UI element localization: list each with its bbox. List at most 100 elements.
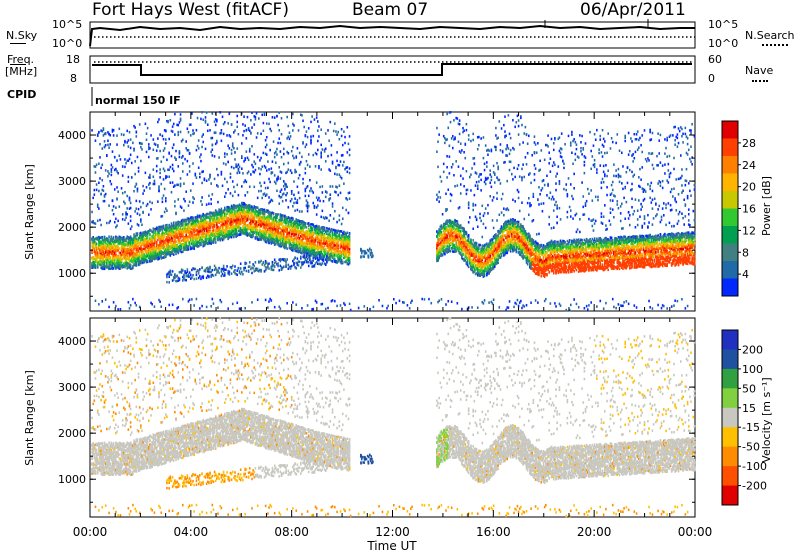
power-cell [176, 221, 178, 224]
power-cell [121, 241, 124, 244]
power-cell [118, 238, 121, 241]
power-cell-upper [199, 175, 201, 179]
power-cell-noise [129, 304, 132, 307]
power-cell-upper [174, 156, 176, 159]
power-cell [186, 235, 189, 239]
power-cell [220, 209, 223, 213]
power-cell-upper [285, 183, 287, 186]
power-cell [244, 230, 247, 234]
power-cell [236, 226, 239, 230]
power-cell [263, 221, 266, 224]
power-cell [196, 245, 199, 248]
power-cell [177, 229, 180, 232]
power-cell-lower [214, 266, 217, 270]
power-cell-noise [211, 297, 214, 301]
power-cell [255, 216, 258, 219]
power-cell [168, 245, 170, 248]
power-cell [143, 237, 146, 241]
power-cell-upper [140, 220, 142, 223]
power-cell [262, 211, 265, 215]
power-cell-upper [158, 189, 160, 193]
power-cell-upper [166, 158, 168, 162]
power-cell-lower [247, 265, 250, 269]
power-cell-upper [286, 170, 288, 174]
power-cell [258, 223, 260, 227]
power-cell [140, 241, 142, 245]
power-cell-upper [202, 118, 205, 122]
power-cell [117, 242, 119, 245]
nave-tick-hi: 60 [708, 53, 722, 66]
power-cell-upper [147, 143, 150, 146]
power-cell-upper [116, 186, 118, 189]
power-cell-upper [258, 117, 260, 120]
power-cell [150, 243, 152, 247]
power-cell [206, 212, 209, 216]
power-cell [136, 256, 139, 259]
power-cell [201, 214, 203, 218]
power-cell [233, 225, 235, 228]
power-cell [223, 232, 226, 235]
power-cell-upper [282, 184, 285, 188]
power-cell [221, 226, 224, 230]
power-cell-lower [289, 267, 292, 270]
power-cell-upper [208, 194, 210, 198]
power-cell [252, 219, 254, 223]
power-cell [196, 228, 199, 232]
power-cell-lower [282, 265, 285, 268]
power-cell [214, 220, 217, 223]
power-cell [157, 235, 159, 238]
power-cell-lower [187, 273, 190, 276]
power-cell-lower [226, 265, 228, 268]
power-cell [118, 251, 121, 254]
power-cell-upper [126, 159, 129, 162]
power-cell [228, 209, 231, 213]
power-cell [267, 228, 269, 231]
power-cell-upper [180, 140, 183, 143]
power-cell-lower [204, 270, 207, 273]
power-cell-lower [193, 267, 195, 271]
power-cell [184, 242, 186, 246]
power-cell [124, 263, 126, 266]
power-cell [269, 234, 271, 237]
power-cell [132, 259, 134, 263]
power-cell-upper [126, 129, 129, 133]
power-cell [137, 261, 140, 264]
power-cell [101, 247, 104, 251]
power-cell-upper [235, 165, 237, 169]
power-cell [168, 223, 170, 227]
power-cell [263, 212, 266, 215]
power-cell [117, 246, 119, 249]
power-cell [135, 237, 138, 241]
power-cell [246, 232, 249, 235]
power-cell [183, 243, 185, 247]
power-cell [137, 241, 140, 245]
power-cell [128, 257, 131, 260]
power-cell [143, 231, 146, 234]
power-cell-noise [104, 298, 107, 301]
power-cell-lower [218, 266, 220, 270]
power-cell-upper [216, 118, 218, 122]
power-cell [220, 233, 223, 237]
power-cell-lower [285, 260, 287, 263]
power-cell [205, 234, 208, 238]
power-cell [133, 255, 135, 259]
power-cell [120, 242, 123, 245]
power-cell [209, 229, 211, 233]
power-cell-upper [243, 160, 245, 163]
power-cell [245, 211, 248, 215]
power-cell [134, 252, 136, 256]
power-cell-upper [124, 218, 126, 222]
power-cell [146, 240, 149, 244]
power-cell-upper [98, 189, 100, 193]
power-cell-upper [196, 144, 199, 148]
power-cell [143, 240, 146, 244]
power-cell-upper [199, 172, 201, 176]
power-cell [175, 252, 177, 256]
power-cell [250, 229, 252, 233]
power-cell [147, 239, 150, 243]
power-cell [212, 225, 215, 229]
power-cell [142, 247, 144, 251]
power-cell [113, 248, 116, 252]
power-cell [104, 255, 107, 258]
power-cell [267, 237, 269, 240]
